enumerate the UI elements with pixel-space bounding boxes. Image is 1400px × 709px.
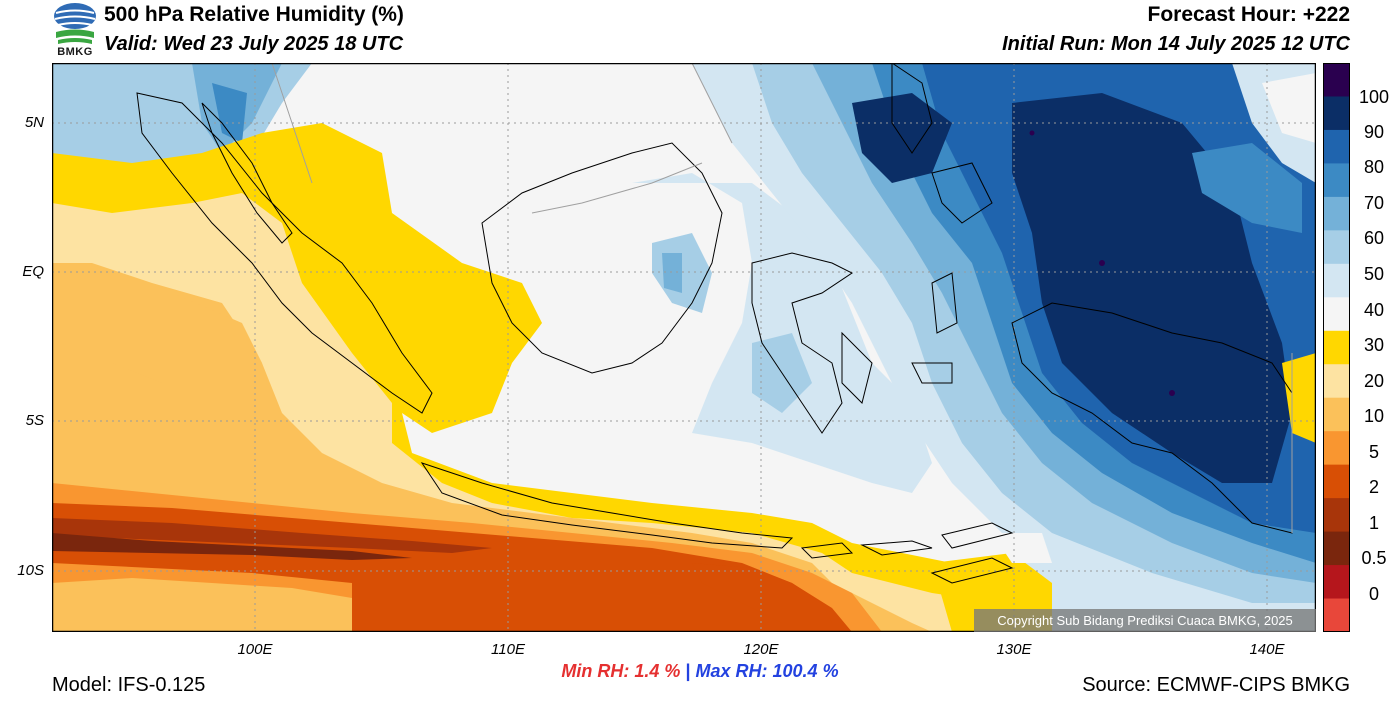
colorbar-label-40: 40 xyxy=(1363,300,1385,320)
lon-label-140e: 140E xyxy=(1249,641,1285,658)
chart-title: 500 hPa Relative Humidity (%) xyxy=(104,3,404,26)
source-label: Source: ECMWF-CIPS BMKG xyxy=(1082,674,1350,696)
colorbar-label-90: 90 xyxy=(1363,122,1385,142)
colorbar-segment xyxy=(1323,263,1350,298)
lon-label-110e: 110E xyxy=(491,641,525,658)
lat-label-5s: 5S xyxy=(25,412,44,429)
colorbar-segment xyxy=(1323,464,1350,499)
logo-text: BMKG xyxy=(57,46,93,58)
colorbar-segment xyxy=(1323,230,1350,265)
map-frame xyxy=(52,63,1316,632)
forecast-hour: Forecast Hour: +222 xyxy=(1147,3,1351,26)
colorbar-segment xyxy=(1323,565,1350,600)
lat-label-eq: EQ xyxy=(22,263,44,280)
colorbar-label-1: 1 xyxy=(1368,513,1379,533)
lon-label-100e: 100E xyxy=(237,641,273,658)
colorbar xyxy=(1323,63,1350,632)
lat-label-5n: 5N xyxy=(24,114,44,131)
colorbar-label-30: 30 xyxy=(1363,335,1385,355)
colorbar-segment xyxy=(1323,196,1350,231)
colorbar-label-80: 80 xyxy=(1363,157,1385,177)
colorbar-label-10: 10 xyxy=(1363,406,1385,426)
colorbar-segment xyxy=(1323,364,1350,399)
colorbar-segment xyxy=(1323,163,1350,198)
colorbar-label-70: 70 xyxy=(1363,193,1385,213)
lon-label-130e: 130E xyxy=(996,641,1032,658)
colorbar-label-0: 0 xyxy=(1368,584,1379,604)
colorbar-label-60: 60 xyxy=(1363,228,1385,248)
coastlines xyxy=(136,63,1293,584)
valid-time: Valid: Wed 23 July 2025 18 UTC xyxy=(104,33,404,55)
colorbar-label-50: 50 xyxy=(1363,264,1385,284)
colorbar-segment xyxy=(1323,330,1350,365)
colorbar-segment xyxy=(1323,129,1350,164)
min-rh: Min RH: 1.4 % xyxy=(561,661,681,681)
max-rh: Max RH: 100.4 % xyxy=(695,661,839,681)
colorbar-label-100: 100 xyxy=(1358,87,1390,107)
colorbar-segment xyxy=(1323,63,1350,97)
copyright-notice: Copyright Sub Bidang Prediksi Cuaca BMKG… xyxy=(974,609,1316,632)
humidity-map xyxy=(52,63,1316,632)
colorbar-label-2: 2 xyxy=(1368,477,1379,497)
colorbar-label-0-5: 0.5 xyxy=(1361,548,1387,568)
bmkg-logo-icon xyxy=(54,3,96,44)
model-label: Model: IFS-0.125 xyxy=(52,674,206,696)
stats-separator: | xyxy=(685,661,691,681)
humidity-field xyxy=(52,63,1316,632)
rh-stats: Min RH: 1.4 % | Max RH: 100.4 % xyxy=(0,661,1400,682)
graticule xyxy=(52,63,1316,632)
borders xyxy=(271,63,1293,533)
colorbar-segment xyxy=(1323,531,1350,566)
colorbar-segment xyxy=(1323,96,1350,131)
colorbar-segment xyxy=(1323,598,1350,632)
lon-label-120e: 120E xyxy=(743,641,779,658)
colorbar-segment xyxy=(1323,431,1350,466)
lat-label-10s: 10S xyxy=(17,562,44,579)
colorbar-segment xyxy=(1323,498,1350,533)
initial-run: Initial Run: Mon 14 July 2025 12 UTC xyxy=(1002,33,1350,55)
colorbar-label-20: 20 xyxy=(1363,371,1385,391)
colorbar-segment xyxy=(1323,397,1350,432)
colorbar-frame xyxy=(1323,63,1350,632)
colorbar-segment xyxy=(1323,297,1350,332)
colorbar-label-5: 5 xyxy=(1368,442,1379,462)
